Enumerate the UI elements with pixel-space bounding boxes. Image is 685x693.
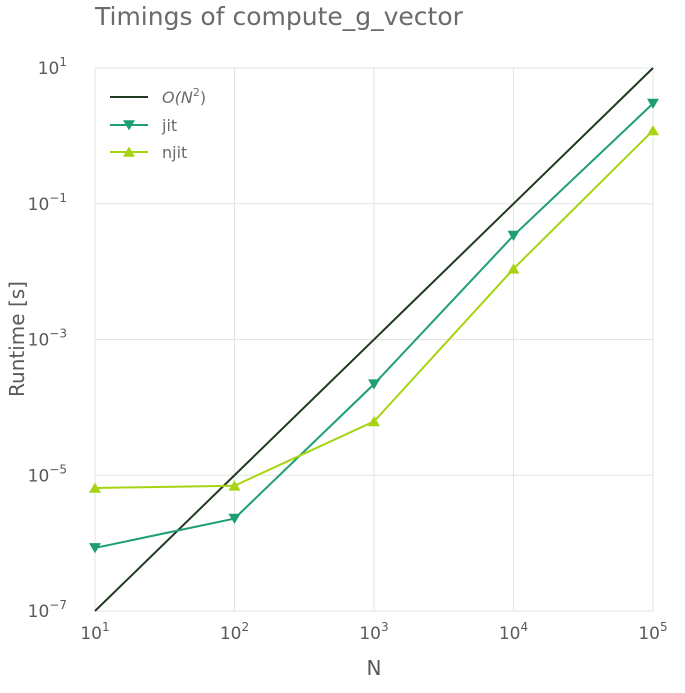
- x-tick-exponent: 4: [521, 620, 529, 634]
- legend-marker: [123, 146, 135, 157]
- data-point: [368, 416, 380, 427]
- chart-title: Timings of compute_g_vector: [95, 2, 463, 31]
- y-tick-exponent: −5: [49, 462, 67, 476]
- legend-item: njit: [110, 143, 187, 162]
- y-tick-label: 101: [38, 55, 67, 79]
- y-tick-label: 10−3: [28, 327, 67, 351]
- y-tick-exponent: −3: [49, 327, 67, 341]
- legend-label-sup: 2: [193, 86, 200, 99]
- y-tick-exponent: −7: [49, 598, 67, 612]
- data-point: [647, 98, 659, 109]
- data-point: [228, 480, 241, 491]
- x-tick-label: 105: [638, 620, 667, 644]
- series-layer: [89, 67, 659, 612]
- y-tick-base: 10: [28, 466, 50, 486]
- x-tick-label: 101: [80, 620, 109, 644]
- x-tick-label: 102: [220, 620, 249, 644]
- y-tick-exponent: 1: [59, 55, 67, 69]
- x-tick-exponent: 2: [242, 620, 250, 634]
- y-tick-label: 10−5: [28, 462, 67, 486]
- y-tick-label: 10−7: [28, 598, 67, 622]
- x-tick-base: 10: [359, 624, 381, 644]
- y-tick-base: 10: [38, 59, 60, 79]
- x-tick-label: 103: [359, 620, 388, 644]
- x-tick-base: 10: [220, 624, 242, 644]
- x-tick-base: 10: [80, 624, 102, 644]
- x-tick-base: 10: [638, 624, 660, 644]
- legend-label: jit: [161, 116, 177, 135]
- data-point: [507, 230, 520, 241]
- data-point: [647, 125, 659, 136]
- y-tick-base: 10: [28, 602, 50, 622]
- legend-item: O(N2): [110, 86, 206, 107]
- legend-label: O(N2): [162, 86, 206, 107]
- legend: O(N2) jit njit: [110, 86, 206, 162]
- data-point: [228, 513, 241, 524]
- x-tick-exponent: 1: [102, 620, 110, 634]
- x-tick-label: 104: [499, 620, 528, 644]
- x-axis-label: N: [367, 656, 382, 680]
- x-tick-exponent: 5: [660, 620, 668, 634]
- legend-label-close: ): [200, 88, 206, 107]
- data-point: [507, 263, 520, 274]
- series-line: [94, 67, 654, 612]
- legend-item: jit: [110, 116, 177, 135]
- data-point: [89, 482, 101, 493]
- y-tick-base: 10: [28, 331, 50, 351]
- x-tick-exponent: 3: [381, 620, 389, 634]
- x-tick-base: 10: [499, 624, 521, 644]
- series-jit: [89, 98, 659, 554]
- data-point: [89, 543, 101, 554]
- series-njit: [89, 125, 659, 493]
- legend-label-main: O(N: [162, 88, 193, 107]
- data-point: [368, 379, 380, 390]
- series-reference: [94, 67, 654, 612]
- y-tick-exponent: −1: [49, 191, 67, 205]
- y-tick-label: 10−1: [28, 191, 67, 215]
- legend-label: njit: [162, 143, 187, 162]
- y-axis-label: Runtime [s]: [5, 281, 29, 397]
- y-tick-base: 10: [28, 195, 50, 215]
- legend-marker: [123, 120, 135, 131]
